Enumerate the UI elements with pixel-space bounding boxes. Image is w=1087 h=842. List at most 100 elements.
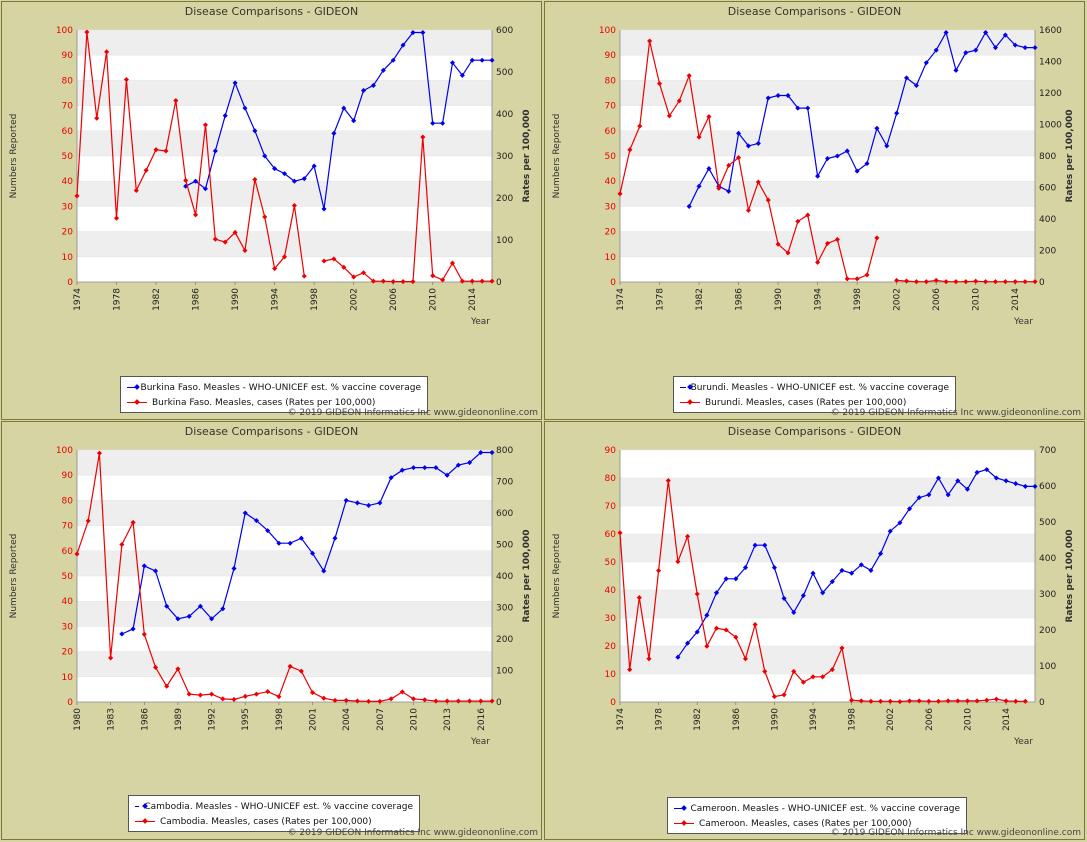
- y2-tick-label: 100: [1039, 662, 1056, 672]
- y2-axis-title: Rates per 100,000: [1065, 109, 1075, 202]
- series-line-coverage: [688, 30, 1035, 207]
- x-tick-label: 1982: [695, 288, 705, 311]
- data-point-cases: [1022, 698, 1028, 704]
- x-tick-label: 1995: [241, 708, 251, 731]
- x-tick-label: 1974: [616, 708, 626, 731]
- grid-band: [77, 130, 492, 156]
- data-point-coverage: [478, 449, 484, 456]
- x-tick-label: 1986: [732, 708, 742, 731]
- data-point-coverage: [175, 616, 181, 622]
- data-point-cases: [276, 694, 282, 700]
- data-point-cases: [113, 215, 120, 221]
- legend-label: Cameroon. Measles - WHO-UNICEF est. % va…: [690, 803, 961, 814]
- data-point-cases: [469, 278, 475, 284]
- data-point-cases: [955, 698, 961, 704]
- legend-item-cases: Cameroon. Measles, cases (Rates per 100,…: [674, 816, 960, 831]
- grid-band: [620, 80, 1035, 106]
- data-point-cases: [800, 679, 806, 685]
- data-point-cases: [94, 115, 100, 121]
- x-tick-label: 1974: [73, 288, 83, 311]
- x-tick-label: 1989: [174, 708, 184, 731]
- x-tick-label: 1990: [770, 708, 780, 731]
- data-point-cases: [849, 697, 855, 703]
- x-tick-label: 2002: [350, 288, 360, 311]
- data-point-coverage: [440, 120, 446, 126]
- y2-tick-label: 200: [496, 635, 513, 645]
- legend-label: Burundi. Measles, cases (Rates per 100,0…: [705, 397, 907, 408]
- data-point-coverage: [276, 540, 282, 546]
- data-point-cases: [400, 279, 406, 285]
- x-tick-label: 1974: [616, 288, 626, 311]
- legend-label: Cambodia. Measles, cases (Rates per 100,…: [160, 816, 372, 827]
- data-point-cases: [755, 179, 761, 185]
- chart-panel-cameroon: Disease Comparisons - GIDEON 0 10 20 30 40 50…: [544, 421, 1085, 840]
- x-tick-label: 1990: [231, 288, 241, 311]
- x-tick-label: 1998: [848, 708, 858, 731]
- x-axis-title: Year: [470, 317, 490, 327]
- copyright-text: © 2019 GIDEON Informatics Inc www.gideon…: [287, 408, 538, 418]
- chart-plot: 0 10 20 30 40 50 60 70 80 90 100 0 100 200 300 400 500 60…: [9, 446, 532, 747]
- data-point-cases: [252, 176, 258, 183]
- data-point-cases: [795, 218, 801, 224]
- legend-swatch-blue: [680, 384, 686, 392]
- y2-tick-label: 500: [1039, 518, 1056, 528]
- legend-item-coverage: Cameroon. Measles - WHO-UNICEF est. % va…: [674, 801, 960, 816]
- y-tick-label: 20: [605, 642, 617, 652]
- y2-tick-label: 1200: [1039, 89, 1062, 99]
- x-tick-label: 1998: [853, 288, 863, 311]
- y-tick-label: 0: [67, 278, 73, 288]
- data-point-coverage: [420, 29, 426, 36]
- data-point-cases: [410, 696, 417, 702]
- x-tick-label: 2010: [429, 288, 439, 311]
- x-tick-label: 2014: [1011, 288, 1021, 311]
- data-point-cases: [489, 698, 495, 704]
- chart-legend: Burkina Faso. Measles - WHO-UNICEF est. …: [120, 376, 428, 413]
- data-point-cases: [617, 191, 623, 197]
- x-axis-title: Year: [470, 737, 490, 747]
- y-tick-label: 40: [62, 177, 74, 187]
- x-tick-label: 1994: [809, 708, 819, 731]
- data-point-cases: [459, 278, 465, 284]
- grid-band: [620, 590, 1035, 618]
- data-point-cases: [152, 664, 159, 670]
- y2-tick-label: 100: [496, 667, 513, 677]
- y2-tick-label: 300: [1039, 590, 1056, 600]
- x-tick-label: 1986: [735, 288, 745, 311]
- grid-band: [77, 651, 492, 677]
- data-point-coverage: [197, 603, 203, 609]
- data-point-cases: [820, 674, 826, 680]
- y-tick-label: 0: [67, 698, 73, 708]
- legend-item-coverage: Burkina Faso. Measles - WHO-UNICEF est. …: [127, 380, 421, 395]
- y-tick-label: 100: [599, 26, 616, 36]
- data-point-cases: [220, 696, 226, 702]
- data-point-coverage: [253, 518, 260, 524]
- data-point-cases: [370, 278, 376, 284]
- data-point-cases: [388, 696, 394, 702]
- y2-axis-title: Rates per 100,000: [522, 109, 532, 202]
- data-point-cases: [309, 690, 316, 696]
- data-point-cases: [232, 229, 238, 235]
- data-point-cases: [422, 697, 428, 703]
- y-tick-label: 50: [62, 572, 74, 582]
- chart-title: Disease Comparisons - GIDEON: [184, 425, 359, 438]
- y-tick-label: 80: [605, 76, 617, 86]
- data-point-coverage: [858, 562, 864, 568]
- x-tick-label: 1998: [275, 708, 285, 731]
- y-tick-label: 70: [605, 102, 617, 112]
- x-tick-label: 1982: [152, 288, 162, 311]
- data-point-coverage: [489, 449, 495, 456]
- data-point-cases: [637, 123, 643, 129]
- legend-item-cases: Burkina Faso. Measles, cases (Rates per …: [127, 395, 421, 410]
- data-point-cases: [694, 591, 700, 597]
- data-point-cases: [1022, 279, 1028, 285]
- data-point-coverage: [874, 125, 880, 131]
- grid-band: [620, 534, 1035, 562]
- grid-band: [77, 80, 492, 106]
- y2-tick-label: 600: [1039, 482, 1056, 492]
- grid-band: [77, 450, 492, 476]
- x-tick-label: 1990: [774, 288, 784, 311]
- data-point-cases: [973, 278, 979, 284]
- y-tick-label: 80: [62, 496, 74, 506]
- chart-legend: Cameroon. Measles - WHO-UNICEF est. % va…: [667, 797, 967, 834]
- y-tick-label: 80: [605, 474, 617, 484]
